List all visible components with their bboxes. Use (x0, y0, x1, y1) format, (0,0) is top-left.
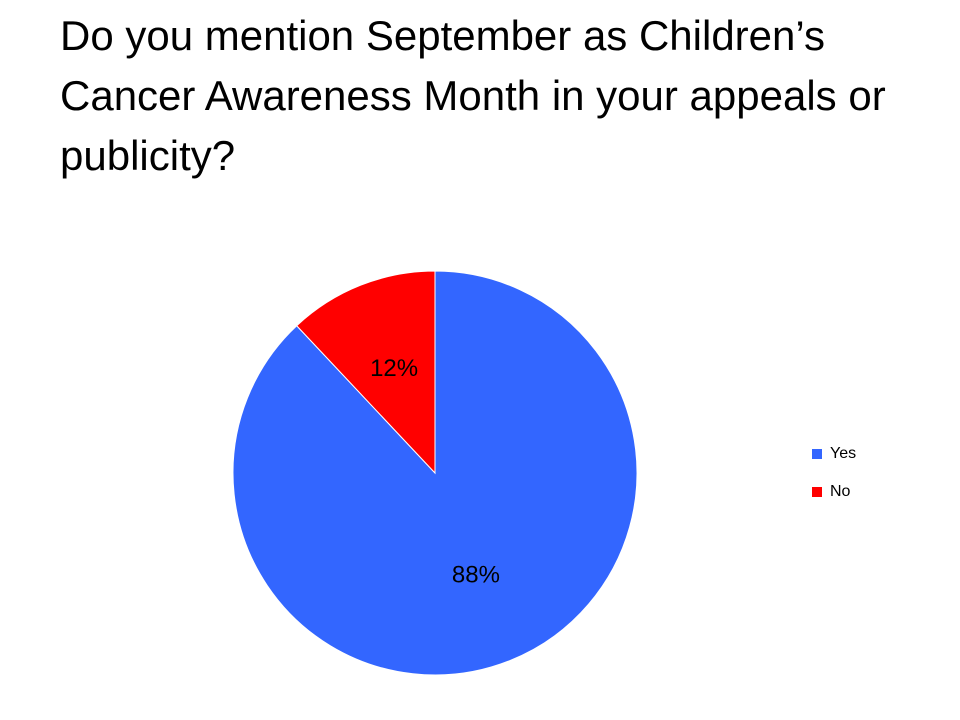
chart-title: Do you mention September as Children’s C… (60, 12, 886, 179)
legend-label: Yes (830, 445, 856, 462)
legend-label: No (830, 483, 851, 500)
legend-swatch (812, 487, 822, 497)
data-label: 12% (370, 355, 418, 382)
legend-swatch (812, 449, 822, 459)
pie-slice (296, 270, 436, 475)
data-label: 88% (452, 562, 500, 589)
